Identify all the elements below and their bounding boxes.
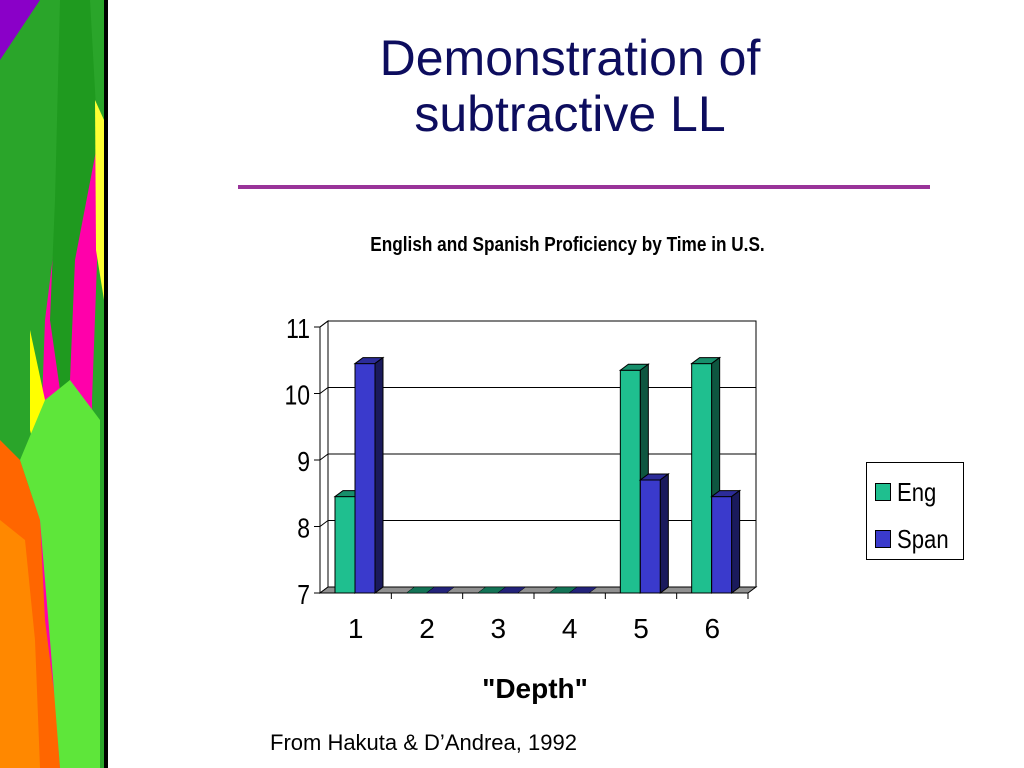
decorative-side-art xyxy=(0,0,108,768)
bar-eng-6 xyxy=(691,363,713,594)
y-tick-label-8: 8 xyxy=(297,513,310,544)
x-tick-label-2: 2 xyxy=(419,613,435,644)
bar-side-span-1 xyxy=(374,356,384,594)
bar-span-2 xyxy=(425,586,456,594)
bar-eng-1 xyxy=(334,496,356,594)
x-tick-label-1: 1 xyxy=(348,613,364,644)
bar-span-5 xyxy=(639,479,661,594)
x-tick-label-3: 3 xyxy=(491,613,507,644)
source-citation: From Hakuta & D’Andrea, 1992 xyxy=(270,730,577,755)
slide-title-line-1: Demonstration of xyxy=(379,30,761,86)
bar-span-6 xyxy=(711,496,733,594)
bar-side-span-5 xyxy=(659,472,669,594)
bar-span-1 xyxy=(354,363,376,594)
slide-title-line-2: subtractive LL xyxy=(414,86,726,142)
legend-swatch-eng xyxy=(875,483,891,501)
chart-legend: Eng Span xyxy=(866,462,964,560)
bar-span-3 xyxy=(496,586,527,594)
y-tick-label-7: 7 xyxy=(297,580,310,611)
title-rule xyxy=(238,185,930,189)
bar-side-span-6 xyxy=(731,489,741,594)
x-tick-label-5: 5 xyxy=(633,613,649,644)
y-tick-label-11: 11 xyxy=(286,314,310,345)
bar-eng-5 xyxy=(619,369,641,594)
y-tick-label-9: 9 xyxy=(297,447,310,478)
legend-item-eng: Eng xyxy=(875,476,943,507)
gridline-8 xyxy=(319,520,756,527)
slide-title: Demonstration of subtractive LL xyxy=(280,30,860,142)
legend-label-eng: Eng xyxy=(897,476,937,507)
legend-swatch-span xyxy=(875,530,891,548)
legend-item-span: Span xyxy=(875,523,958,554)
gridline-9 xyxy=(319,453,756,461)
gridline-11 xyxy=(319,320,756,328)
gridline-10 xyxy=(319,387,756,394)
x-axis-label: "Depth" xyxy=(482,673,588,704)
y-tick-label-10: 10 xyxy=(284,380,310,411)
legend-label-span: Span xyxy=(897,523,949,554)
x-tick-label-6: 6 xyxy=(705,613,721,644)
chart-title: English and Spanish Proficiency by Time … xyxy=(370,234,765,256)
plot-floor xyxy=(318,586,758,594)
x-tick-label-4: 4 xyxy=(562,613,578,644)
bar-span-4 xyxy=(568,586,598,594)
